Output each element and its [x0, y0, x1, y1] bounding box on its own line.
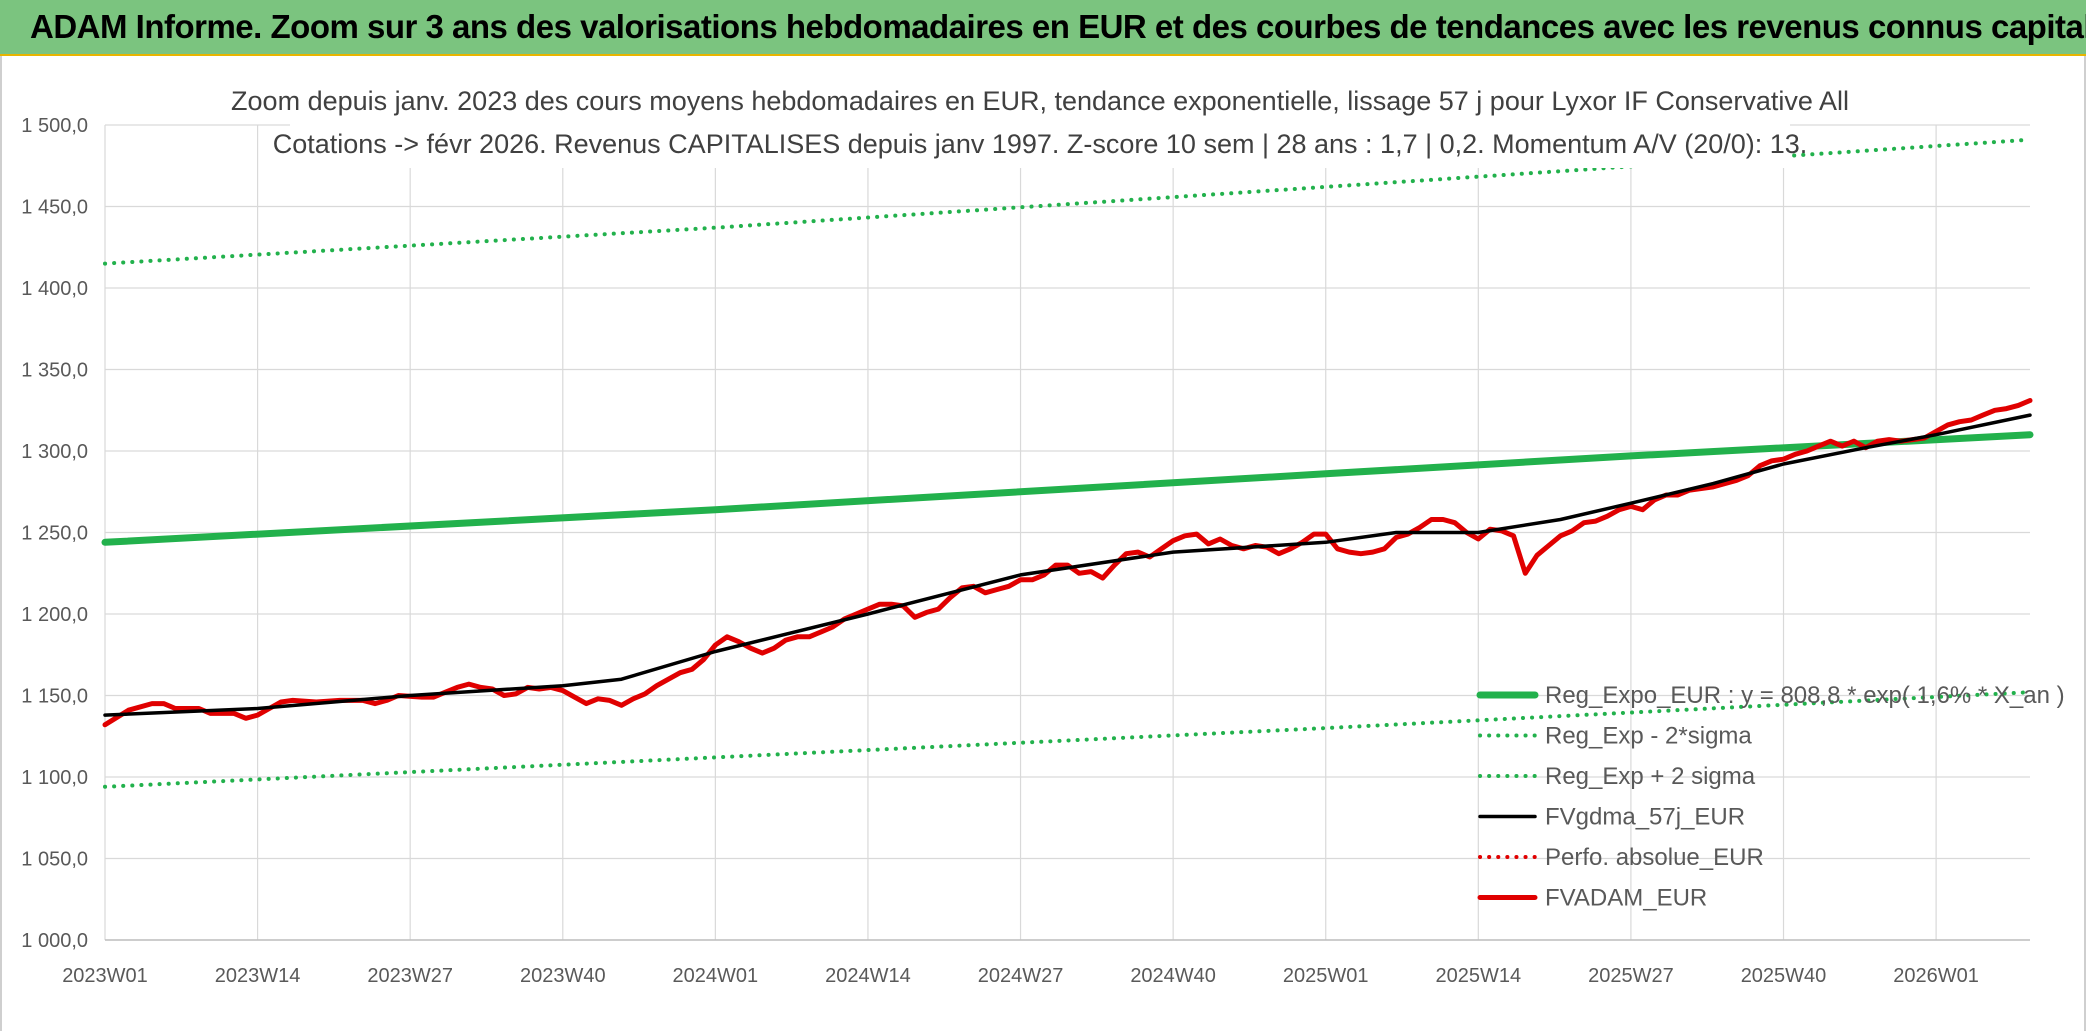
series-line-fvadam-eur: [102, 398, 2033, 728]
legend-label: Reg_Expo_EUR : y = 808,8 * exp( 1,6% * X…: [1545, 682, 2065, 709]
page-title: ADAM Informe. Zoom sur 3 ans des valoris…: [30, 8, 2086, 45]
x-tick-label: 2024W40: [1130, 965, 1216, 987]
x-tick-label: 2024W14: [825, 965, 911, 987]
y-tick-label: 1 000,0: [21, 930, 88, 952]
y-tick-label: 1 250,0: [21, 523, 88, 545]
y-tick-label: 1 100,0: [21, 767, 88, 789]
legend-label: Reg_Exp + 2 sigma: [1545, 763, 1756, 790]
x-tick-label: 2023W40: [520, 965, 606, 987]
x-tick-label: 2023W27: [367, 965, 453, 987]
series-line-reg-exp: [103, 690, 2032, 789]
y-tick-label: 1 450,0: [21, 197, 88, 219]
legend-label: Perfo. absolue_EUR: [1545, 844, 1764, 871]
legend: Reg_Expo_EUR : y = 808,8 * exp( 1,6% * X…: [1476, 682, 2065, 912]
y-tick-label: 1 200,0: [21, 604, 88, 626]
legend-label: FVgdma_57j_EUR: [1545, 804, 1745, 831]
x-tick-label: 2026W01: [1893, 965, 1979, 987]
y-tick-label: 1 150,0: [21, 686, 88, 708]
x-tick-label: 2025W14: [1436, 965, 1522, 987]
series-line-fvgdma-57j-eur: [103, 413, 2032, 717]
y-tick-label: 1 400,0: [21, 278, 88, 300]
x-tick-label: 2024W01: [673, 965, 759, 987]
y-tick-label: 1 500,0: [21, 115, 88, 137]
x-tick-label: 2025W01: [1283, 965, 1369, 987]
y-tick-label: 1 050,0: [21, 849, 88, 871]
y-tick-label: 1 300,0: [21, 441, 88, 463]
gridlines: 1 000,0 1 050,0 1 100,0 1 150,0 1 200,0 1 250…: [21, 115, 2030, 987]
chart-title-line2: Cotations -> févr 2026. Revenus CAPITALI…: [273, 129, 1808, 159]
chart-title-background: [290, 78, 1790, 168]
legend-label: Reg_Exp - 2*sigma: [1545, 723, 1752, 750]
x-tick-label: 2025W27: [1588, 965, 1674, 987]
series-line-reg-expo-eur: [101, 431, 2034, 546]
x-tick-label: 2024W27: [978, 965, 1064, 987]
header-bar: ADAM Informe. Zoom sur 3 ans des valoris…: [0, 0, 2086, 56]
x-tick-label: 2023W14: [215, 965, 301, 987]
y-tick-label: 1 350,0: [21, 360, 88, 382]
legend-label: FVADAM_EUR: [1545, 885, 1707, 912]
x-tick-label: 2025W40: [1741, 965, 1827, 987]
x-tick-label: 2023W01: [62, 965, 148, 987]
chart-title: Zoom depuis janv. 2023 des cours moyens …: [231, 78, 1849, 168]
chart-title-line1: Zoom depuis janv. 2023 des cours moyens …: [231, 86, 1849, 116]
chart-frame: [0, 56, 2086, 1031]
